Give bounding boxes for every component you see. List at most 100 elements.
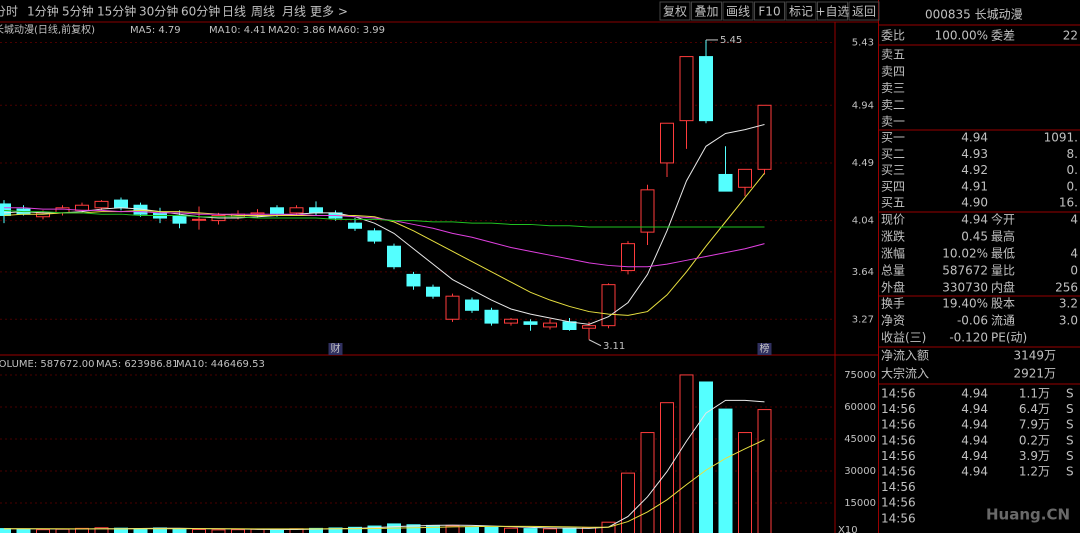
toolbar-button[interactable]: +自选 [815, 5, 849, 19]
y-tick-label: 60000 [844, 402, 876, 413]
y-tick-label: 4.04 [852, 216, 874, 227]
panel-text: 0. [1067, 163, 1078, 177]
panel-text: S [1066, 402, 1074, 416]
candle-body [445, 295, 460, 320]
toolbar-button-frame [785, 1, 817, 21]
volume-bar [718, 408, 733, 533]
panel-text: 卖五 [881, 48, 905, 62]
axis-unit: X10 [838, 525, 858, 533]
panel-text: 4.94 [961, 418, 988, 432]
toolbar-button-frame [848, 1, 880, 21]
period-tab[interactable]: 更多 > [310, 5, 348, 19]
period-tab[interactable]: 月线 [282, 5, 306, 19]
panel-text: 10.02% [942, 247, 988, 261]
period-tab[interactable]: 5分钟 [62, 4, 94, 19]
period-tab[interactable]: 30分钟 [139, 4, 178, 19]
candle-body [484, 309, 499, 324]
y-tick-label: 15000 [844, 498, 876, 509]
volume-bar [231, 529, 245, 533]
panel-text: 8. [1067, 147, 1078, 161]
panel-text: 4.93 [961, 147, 988, 161]
period-tab[interactable]: 日线 [222, 5, 246, 19]
panel-text: 净资 [881, 314, 905, 328]
volume-bar [114, 527, 128, 533]
period-tab[interactable]: 60分钟 [181, 4, 220, 19]
panel-text: 买一 [881, 131, 905, 145]
volume-legend: MA5: 623986.81 [96, 359, 178, 370]
panel-text: 6.4万 [1019, 402, 1050, 416]
panel-text: 4 [1070, 213, 1078, 227]
toolbar-button[interactable]: 标记 [789, 5, 813, 19]
volume-bar [367, 525, 382, 533]
event-marker-box [328, 343, 343, 355]
event-marker: 榜 [760, 342, 770, 355]
panel-text: 0 [1070, 264, 1078, 278]
panel-text: 买四 [881, 179, 905, 193]
panel-text: 4.94 [961, 449, 988, 463]
volume-bar [192, 528, 206, 533]
period-tab[interactable]: 周线 [251, 5, 275, 19]
volume-bar [621, 472, 635, 533]
panel-text: 量比 [991, 264, 1015, 278]
ma-line [3, 209, 765, 228]
panel-text: 0.45 [961, 230, 988, 244]
toolbar-button[interactable]: 返回 [852, 5, 876, 19]
annotation: 5.45 [720, 35, 742, 46]
volume-bar [328, 527, 343, 533]
volume-legend: MA10: 446469.53 [176, 359, 265, 370]
toolbar-button[interactable]: 复权 [663, 5, 687, 19]
candle-body [660, 122, 674, 164]
panel-text: 3149万 [1013, 349, 1056, 363]
volume-bar [484, 526, 499, 533]
volume-bar [172, 528, 187, 533]
panel-text: 4.90 [961, 196, 988, 210]
candle-body [192, 218, 206, 221]
panel-text: 4 [1070, 247, 1078, 261]
volume-bar [426, 524, 440, 533]
panel-text: 22 [1063, 29, 1078, 43]
panel-text: 14:56 [881, 387, 916, 401]
ma-line [3, 124, 765, 325]
panel-text: 3.2 [1059, 297, 1078, 311]
volume-bar [55, 528, 70, 533]
panel-text: 14:56 [881, 465, 916, 479]
candle-body [426, 286, 440, 297]
volume-bar [699, 381, 713, 533]
period-tab[interactable]: 1分钟 [27, 4, 59, 19]
panel-text: 涨跌 [881, 229, 905, 244]
panel-text: 0.2万 [1019, 433, 1050, 447]
toolbar-button[interactable]: 叠加 [694, 5, 718, 19]
panel-text: 委差 [991, 29, 1015, 43]
volume-bar [348, 526, 362, 533]
candle-body [523, 321, 538, 325]
candle-body [543, 322, 557, 328]
volume-bar [562, 527, 577, 533]
ma-legend: MA5: 4.79 [130, 25, 181, 36]
period-tab[interactable]: 15分钟 [97, 4, 136, 19]
panel-text: 1.1万 [1019, 387, 1050, 401]
candle-body [465, 299, 479, 311]
panel-text: 现价 [881, 213, 905, 227]
candle-body [757, 104, 772, 170]
panel-text: S [1066, 387, 1074, 401]
panel-text: S [1066, 433, 1074, 447]
panel-text: 3.9万 [1019, 449, 1050, 463]
toolbar-button-frame [691, 1, 722, 21]
panel-text: -0.120 [949, 331, 988, 345]
panel-text: 4.92 [961, 163, 988, 177]
candle-body [348, 222, 362, 229]
panel-text: 买五 [881, 196, 905, 210]
candle-body [718, 173, 733, 192]
panel-text: 14:56 [881, 449, 916, 463]
toolbar-button[interactable]: 画线 [726, 5, 750, 19]
volume-bar [406, 524, 421, 533]
volume-bar [465, 526, 479, 533]
panel-text: 1.2万 [1019, 465, 1050, 479]
candle-body [172, 214, 187, 224]
panel-text: 14:56 [881, 418, 916, 432]
panel-text: 买二 [881, 147, 905, 161]
period-tab[interactable]: 分时 [0, 5, 18, 19]
toolbar-button[interactable]: F10 [758, 5, 780, 19]
volume-bar [543, 528, 557, 533]
